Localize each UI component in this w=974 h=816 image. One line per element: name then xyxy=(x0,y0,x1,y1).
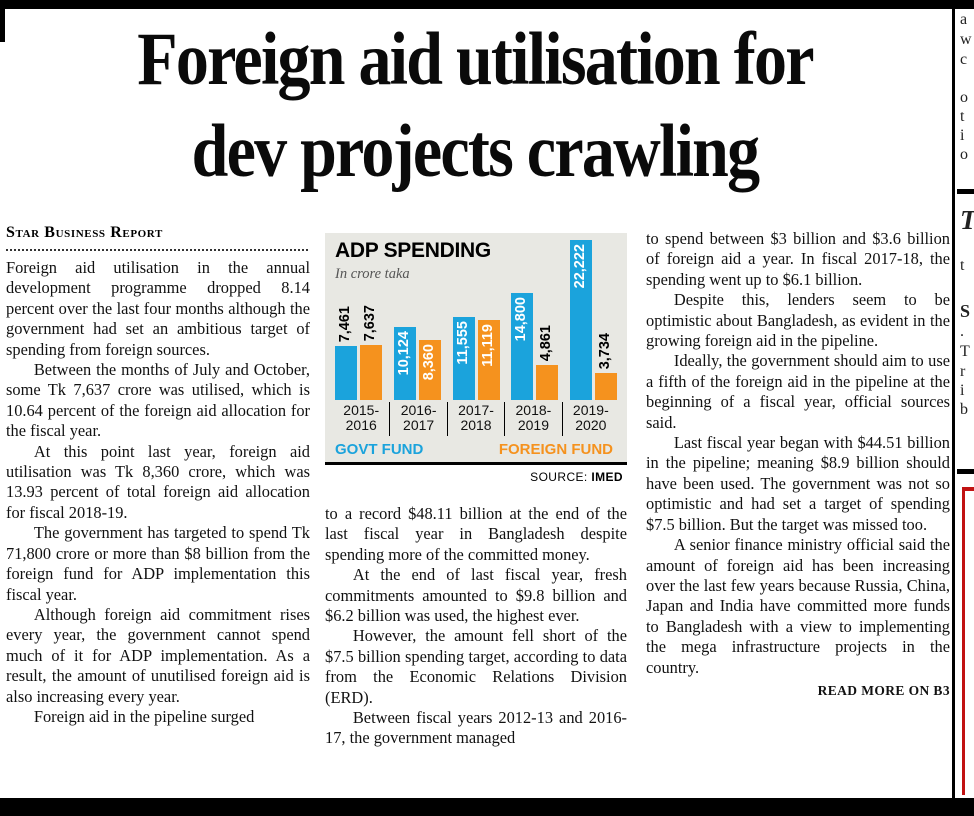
paragraph: A senior finance ministry official said … xyxy=(646,535,950,677)
bar-value-label: 11,555 xyxy=(454,321,471,365)
top-rule xyxy=(0,0,974,9)
axis-label: 2018- 2019 xyxy=(504,402,561,436)
edge-divider-fragment xyxy=(957,189,974,194)
edge-text-fragment: . xyxy=(960,323,964,340)
bar-govt-fund: 7,461 xyxy=(335,306,357,400)
bar-group: 22,222 3,734 xyxy=(570,240,617,400)
edge-text-fragment: c xyxy=(960,51,968,68)
read-more-link[interactable]: READ MORE ON B3 xyxy=(817,682,950,698)
chart-source-value: IMED xyxy=(591,470,623,484)
axis-label: 2015- 2016 xyxy=(343,402,380,433)
paragraph: Between the months of July and October, … xyxy=(6,360,310,441)
paragraph: However, the amount fell short of the $7… xyxy=(325,626,627,707)
chart-x-axis: 2015- 2016 2016- 2017 2017- 2018 2018- 2019 2019… xyxy=(333,402,619,436)
paragraph: Last fiscal year began with $44.51 billi… xyxy=(646,433,950,534)
bar-foreign-fund: 3,734 xyxy=(595,333,617,400)
paragraph: Foreign aid utilisation in the annual de… xyxy=(6,258,310,359)
headline-line-2: dev projects crawling xyxy=(191,110,760,193)
edge-text-fragment: a xyxy=(960,11,968,28)
bar-value-label: 7,637 xyxy=(362,304,378,341)
edge-text-fragment: T xyxy=(960,205,974,236)
bar-foreign-fund: 4,861 xyxy=(536,325,559,400)
headline-line-1: Foreign aid utilisation for xyxy=(137,18,814,101)
edge-text-fragment: r xyxy=(960,363,966,380)
article-column-3: to spend between $3 billion and $3.6 bil… xyxy=(646,229,950,791)
edge-text-fragment: o xyxy=(960,89,968,106)
edge-text-fragment: o xyxy=(960,146,968,163)
bar-value-label: 22,222 xyxy=(572,244,588,289)
article-column-2: to a record $48.11 billion at the end of… xyxy=(325,504,627,796)
chart-legend: GOVT FUND FOREIGN FUND xyxy=(335,441,613,458)
column-rule xyxy=(952,9,955,798)
paragraph: The government has targeted to spend Tk … xyxy=(6,523,310,604)
edge-divider-fragment xyxy=(957,469,974,474)
headline: Foreign aid utilisation for dev projects… xyxy=(0,14,950,198)
edge-text-fragment: i xyxy=(960,127,965,144)
bar-value-label: 4,861 xyxy=(538,324,555,361)
bar-group: 11,555 11,119 xyxy=(452,317,500,400)
chart-plot: 7,461 7,637 10,124 8,360 11,555 11,119 14,800 4… xyxy=(335,240,617,400)
bar-foreign-fund: 7,637 xyxy=(360,305,382,400)
bottom-rule xyxy=(0,798,974,816)
paragraph: Although foreign aid commitment rises ev… xyxy=(6,604,310,706)
bar-foreign-fund: 11,119 xyxy=(477,320,500,400)
bar-group: 7,461 7,637 xyxy=(335,305,382,400)
chart-title: ADP SPENDING xyxy=(335,239,491,262)
chart-source: SOURCE: IMED xyxy=(325,462,627,490)
bar-group: 10,124 8,360 xyxy=(393,327,441,400)
bar-value-label: 10,124 xyxy=(395,331,412,376)
edge-text-fragment: b xyxy=(960,401,968,418)
paragraph: Ideally, the government should aim to us… xyxy=(646,351,950,432)
chart-subtitle: In crore taka xyxy=(335,266,410,282)
paragraph: At this point last year, foreign aid uti… xyxy=(6,441,310,522)
edge-text-fragment: S xyxy=(960,301,971,321)
axis-label: 2019- 2020 xyxy=(561,402,619,436)
edge-text-fragment: i xyxy=(960,382,965,399)
paragraph: At the end of last fiscal year, fresh co… xyxy=(325,565,627,626)
edge-text-fragment: t xyxy=(960,108,965,125)
bar-foreign-fund: 8,360 xyxy=(418,340,441,400)
axis-label: 2017- 2018 xyxy=(446,402,504,436)
byline-divider xyxy=(6,249,308,251)
bar-value-label: 3,734 xyxy=(597,332,613,369)
paragraph: to a record $48.11 billion at the end of… xyxy=(325,504,627,564)
legend-item: FOREIGN FUND xyxy=(498,441,613,458)
paragraph: Between fiscal years 2012-13 and 2016-17… xyxy=(325,708,627,748)
chart-source-label: SOURCE: xyxy=(530,470,588,484)
bar-value-label: 8,360 xyxy=(420,344,437,381)
bar-value-label: 11,119 xyxy=(479,324,496,367)
left-edge-mark xyxy=(0,0,5,42)
cut-off-red-box-edge xyxy=(962,487,974,795)
bar-value-label: 14,800 xyxy=(513,297,530,342)
article-column-1: Foreign aid utilisation in the annual de… xyxy=(6,258,310,794)
paragraph: to spend between $3 billion and $3.6 bil… xyxy=(646,229,950,289)
bar-value-label: 7,461 xyxy=(337,305,353,342)
edge-text-fragment: T xyxy=(960,343,970,360)
adp-spending-chart: ADP SPENDING In crore taka 7,461 7,637 10,… xyxy=(325,233,627,490)
legend-item: GOVT FUND xyxy=(335,441,424,458)
byline: Star Business Report xyxy=(6,224,163,241)
edge-text-fragment: w xyxy=(960,31,972,48)
chart-panel: ADP SPENDING In crore taka 7,461 7,637 10,… xyxy=(325,233,627,462)
axis-label: 2016- 2017 xyxy=(389,402,446,436)
bar-group: 14,800 4,861 xyxy=(511,293,559,400)
bar-govt-fund: 22,222 xyxy=(570,240,592,400)
bar-govt-fund: 14,800 xyxy=(511,293,534,400)
paragraph: Foreign aid in the pipeline surged xyxy=(33,706,255,726)
bar-govt-fund: 10,124 xyxy=(393,327,416,400)
bar-govt-fund: 11,555 xyxy=(452,317,475,400)
edge-text-fragment: t xyxy=(960,257,965,274)
paragraph: Despite this, lenders seem to be optimis… xyxy=(646,290,950,351)
